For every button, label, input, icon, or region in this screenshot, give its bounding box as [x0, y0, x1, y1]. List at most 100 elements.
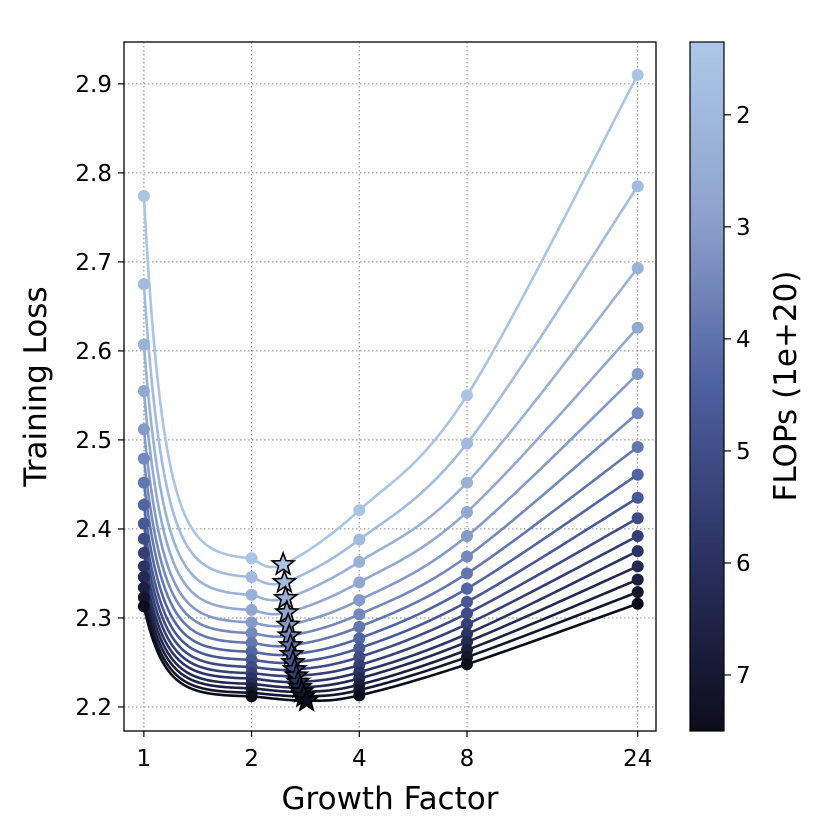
data-point [245, 616, 258, 629]
series-lines [142, 74, 639, 703]
colorbar-title: FLOPs (1e+20) [768, 271, 804, 502]
data-point [137, 560, 150, 573]
series-line [142, 578, 639, 694]
data-point [460, 618, 473, 631]
data-point [631, 368, 644, 381]
colorbar-tick-label: 4 [736, 327, 751, 353]
data-point [137, 338, 150, 351]
data-point [460, 476, 473, 489]
series-line [142, 473, 639, 657]
data-point [460, 658, 473, 671]
colorbar-tick-label: 6 [736, 551, 751, 577]
data-point [460, 550, 473, 563]
minimum-markers [269, 550, 320, 712]
y-tick-label: 2.2 [75, 695, 112, 721]
data-point [245, 627, 258, 640]
data-point [353, 555, 366, 568]
data-point [137, 591, 150, 604]
colorbar [689, 41, 725, 732]
data-point [245, 588, 258, 601]
data-point [353, 689, 366, 702]
plot-frame [123, 41, 657, 732]
data-point [353, 533, 366, 546]
minimum-star [293, 686, 320, 712]
data-point [631, 491, 644, 504]
x-tick-label: 8 [460, 746, 475, 772]
data-point [245, 690, 258, 703]
data-point [631, 468, 644, 481]
x-tick-label: 2 [244, 746, 259, 772]
colorbar-tick-label: 5 [736, 439, 751, 465]
data-point [137, 190, 150, 203]
data-point [353, 632, 366, 645]
y-tick-label: 2.6 [75, 339, 112, 365]
series-line [142, 185, 639, 586]
data-point [631, 180, 644, 193]
data-point [137, 546, 150, 559]
x-axis-ticks: 1 2 4 8 24 [137, 731, 652, 772]
y-tick-label: 2.8 [75, 161, 112, 187]
series-line [142, 517, 639, 672]
data-point [245, 552, 258, 565]
data-point [631, 573, 644, 586]
data-point [353, 504, 366, 517]
x-tick-label: 1 [137, 746, 152, 772]
data-point [245, 570, 258, 583]
data-point [137, 452, 150, 465]
data-point [460, 567, 473, 580]
data-point [137, 570, 150, 583]
series-line [142, 602, 639, 703]
data-point [353, 620, 366, 633]
colorbar-tick-label: 3 [736, 215, 751, 241]
data-point [353, 594, 366, 607]
data-point [460, 607, 473, 620]
data-point [245, 636, 258, 649]
series-line [142, 373, 639, 628]
series-line [142, 496, 639, 665]
data-point [137, 600, 150, 613]
data-point [137, 517, 150, 530]
data-point [631, 586, 644, 599]
data-point [631, 530, 644, 543]
y-tick-label: 2.9 [75, 72, 112, 98]
data-point [460, 595, 473, 608]
data-point [631, 441, 644, 454]
series-line [142, 326, 639, 616]
y-axis-ticks: 2.2 2.3 2.4 2.5 2.6 2.7 2.8 2.9 [75, 72, 124, 721]
data-point [353, 642, 366, 655]
data-point [631, 407, 644, 420]
series-line [142, 74, 639, 569]
minimum-star [269, 550, 297, 576]
series-line [142, 550, 639, 684]
data-point [137, 581, 150, 594]
y-tick-label: 2.3 [75, 606, 112, 632]
data-point [631, 560, 644, 573]
y-tick-label: 2.5 [75, 428, 112, 454]
colorbar-tick-label: 7 [736, 663, 751, 689]
series-line [142, 590, 639, 698]
data-point [137, 423, 150, 436]
data-points [137, 68, 644, 703]
data-point [353, 576, 366, 589]
colorbar-ticks: 2 3 4 5 6 7 [724, 103, 751, 689]
series-line [142, 267, 639, 602]
series-line [142, 565, 639, 689]
data-point [460, 582, 473, 595]
x-axis-title: Growth Factor [282, 781, 499, 817]
x-tick-label: 24 [623, 746, 652, 772]
data-point [137, 476, 150, 489]
data-point [460, 389, 473, 402]
x-tick-label: 4 [352, 746, 367, 772]
data-point [137, 498, 150, 511]
data-point [137, 384, 150, 397]
data-point [460, 437, 473, 450]
data-point [631, 321, 644, 334]
data-point [631, 512, 644, 525]
data-point [353, 608, 366, 621]
series-line [142, 412, 639, 639]
data-point [137, 278, 150, 291]
series-line [142, 534, 639, 678]
data-point [631, 597, 644, 610]
minimum-star [271, 568, 298, 594]
